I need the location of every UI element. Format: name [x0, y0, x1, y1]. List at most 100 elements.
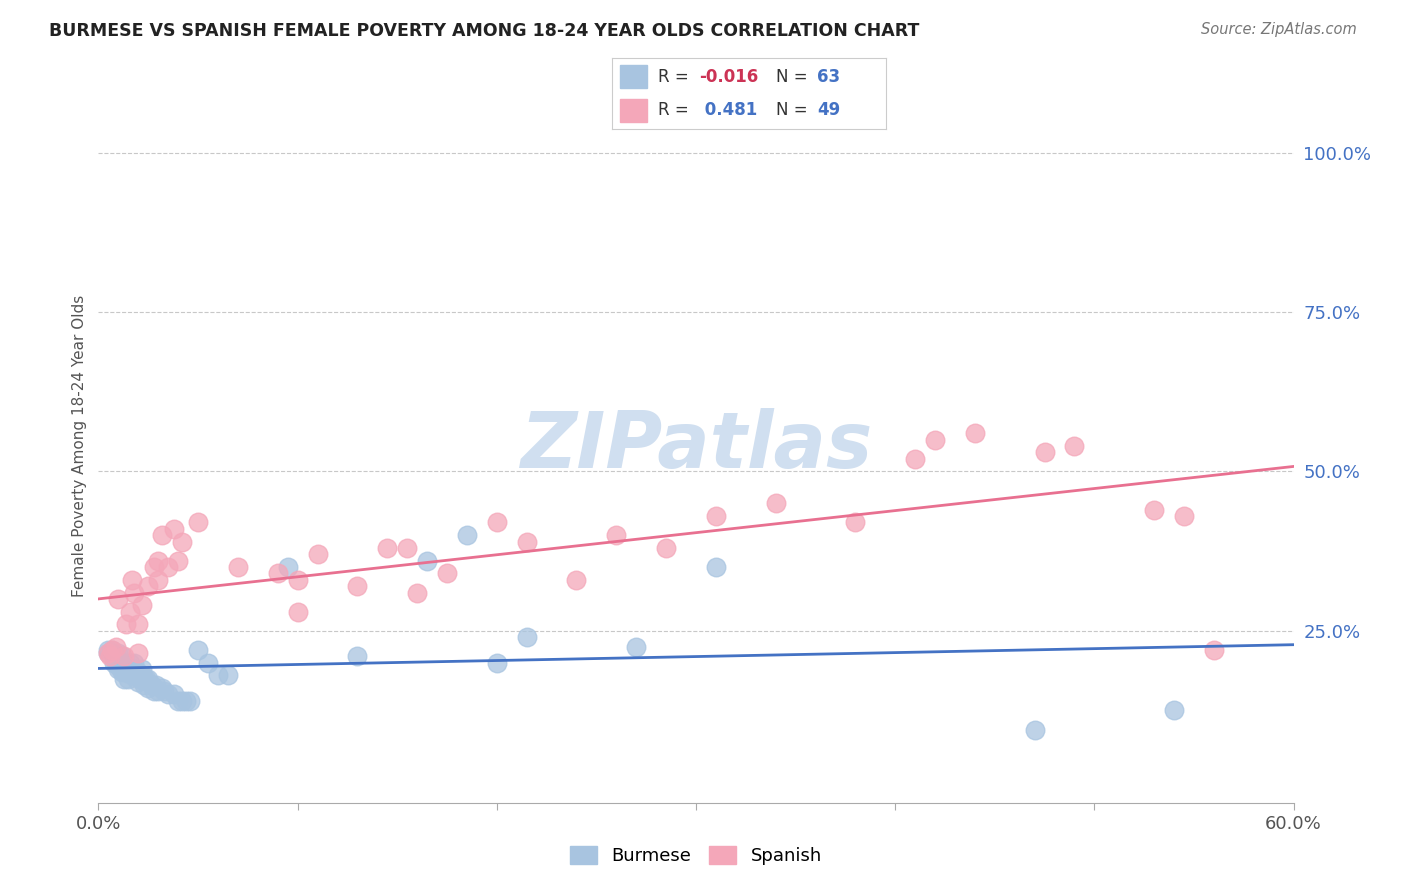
Text: R =: R = — [658, 102, 695, 120]
Point — [516, 630, 538, 644]
Y-axis label: Female Poverty Among 18-24 Year Olds: Female Poverty Among 18-24 Year Olds — [72, 295, 87, 597]
Point — [141, 678, 163, 692]
Point — [111, 649, 134, 664]
Point — [101, 646, 124, 660]
Text: 0.481: 0.481 — [699, 102, 758, 120]
Point — [143, 684, 166, 698]
Point — [704, 509, 727, 524]
Point — [105, 640, 128, 654]
Text: R =: R = — [658, 68, 695, 86]
Point — [107, 646, 129, 660]
Point — [112, 662, 135, 676]
Point — [157, 560, 180, 574]
Point — [172, 534, 194, 549]
Point — [101, 643, 124, 657]
Point — [307, 547, 329, 561]
Point — [516, 534, 538, 549]
Point — [131, 668, 153, 682]
Point — [115, 617, 138, 632]
Point — [605, 528, 627, 542]
Point — [105, 656, 128, 670]
Point — [111, 665, 134, 680]
Point — [131, 662, 153, 676]
Point — [97, 643, 120, 657]
Point — [111, 658, 134, 673]
Text: BURMESE VS SPANISH FEMALE POVERTY AMONG 18-24 YEAR OLDS CORRELATION CHART: BURMESE VS SPANISH FEMALE POVERTY AMONG … — [49, 22, 920, 40]
Point — [217, 668, 239, 682]
Point — [97, 646, 120, 660]
Point — [375, 541, 398, 555]
Point — [1173, 509, 1195, 524]
Point — [187, 643, 209, 657]
Point — [844, 516, 866, 530]
Point — [287, 573, 309, 587]
Point — [97, 646, 120, 660]
Point — [655, 541, 678, 555]
Point — [704, 560, 727, 574]
Point — [565, 573, 588, 587]
Point — [103, 656, 125, 670]
Point — [107, 658, 129, 673]
Point — [112, 649, 135, 664]
Point — [107, 591, 129, 606]
Point — [115, 665, 138, 680]
Point — [148, 573, 170, 587]
Point — [172, 694, 194, 708]
Point — [134, 672, 156, 686]
Point — [1163, 703, 1185, 717]
Point — [143, 560, 166, 574]
Point — [924, 433, 946, 447]
Point — [904, 451, 927, 466]
Text: 63: 63 — [817, 68, 841, 86]
Point — [127, 617, 149, 632]
Point — [167, 554, 190, 568]
Point — [127, 674, 149, 689]
Point — [157, 688, 180, 702]
Point — [179, 694, 201, 708]
Point — [136, 579, 159, 593]
Point — [150, 528, 173, 542]
Point — [456, 528, 478, 542]
Point — [121, 668, 143, 682]
Point — [136, 672, 159, 686]
Point — [134, 678, 156, 692]
Legend: Burmese, Spanish: Burmese, Spanish — [562, 838, 830, 872]
Point — [121, 573, 143, 587]
Point — [626, 640, 648, 654]
Point — [103, 649, 125, 664]
Point — [267, 566, 290, 581]
Point — [120, 656, 142, 670]
Point — [1202, 643, 1225, 657]
Point — [98, 649, 122, 664]
Point — [117, 672, 139, 686]
Point — [153, 684, 176, 698]
Point — [107, 662, 129, 676]
Point — [111, 656, 134, 670]
Point — [112, 672, 135, 686]
Point — [129, 672, 152, 686]
Point — [127, 665, 149, 680]
Text: 49: 49 — [817, 102, 841, 120]
Point — [287, 605, 309, 619]
Point — [485, 656, 508, 670]
Point — [115, 658, 138, 673]
Point — [406, 585, 429, 599]
Point — [277, 560, 299, 574]
Point — [124, 585, 146, 599]
Point — [1024, 723, 1046, 737]
Bar — [620, 99, 647, 122]
Point — [207, 668, 229, 682]
Point — [101, 643, 124, 657]
Point — [145, 678, 167, 692]
Point — [131, 599, 153, 613]
Text: N =: N = — [776, 102, 813, 120]
Point — [136, 681, 159, 695]
Point — [107, 656, 129, 670]
Text: -0.016: -0.016 — [699, 68, 759, 86]
Bar — [620, 65, 647, 88]
Point — [163, 688, 186, 702]
Point — [436, 566, 458, 581]
Point — [135, 672, 157, 686]
Point — [148, 684, 170, 698]
Text: ZIPatlas: ZIPatlas — [520, 408, 872, 484]
